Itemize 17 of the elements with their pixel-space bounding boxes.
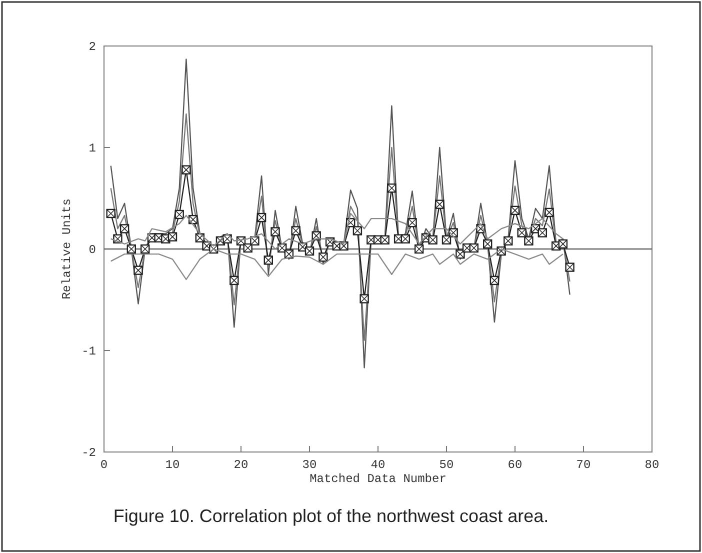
x-tick-label: 20 <box>234 458 248 472</box>
x-tick-label: 10 <box>165 458 180 472</box>
x-tick-label: 60 <box>508 458 522 472</box>
x-tick-label: 0 <box>100 458 108 472</box>
y-tick-label: 0 <box>88 243 96 257</box>
x-tick-label: 80 <box>644 458 660 472</box>
x-tick-label: 40 <box>370 458 386 472</box>
caption: Figure 10. Correlation plot of the northwest coast area. <box>113 506 549 526</box>
y-tick-label: -1 <box>82 344 96 358</box>
x-tick-label: 70 <box>576 458 591 472</box>
x-axis-title: Matched Data Number <box>310 472 446 486</box>
y-tick-label: -2 <box>82 446 96 460</box>
y-axis-title: Relative Units <box>60 198 74 300</box>
x-tick-label: 50 <box>439 458 454 472</box>
y-tick-label: 1 <box>88 142 96 156</box>
y-tick-label: 2 <box>88 40 96 54</box>
x-tick-label: 30 <box>302 458 317 472</box>
